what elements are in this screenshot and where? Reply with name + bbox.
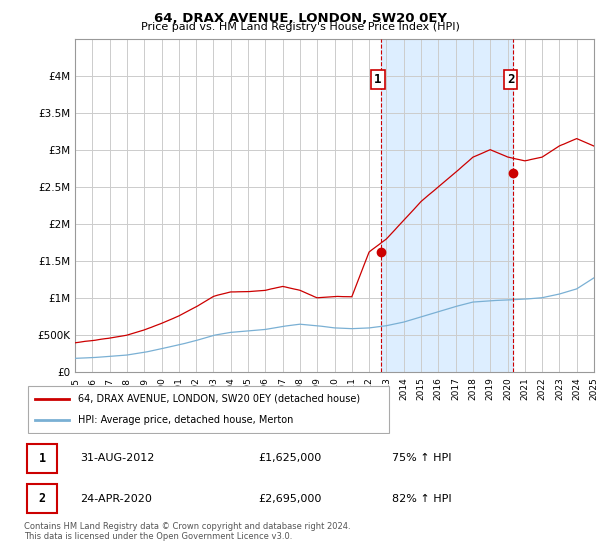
- Text: 75% ↑ HPI: 75% ↑ HPI: [392, 454, 452, 464]
- Bar: [380, 39, 513, 372]
- Text: 31-AUG-2012: 31-AUG-2012: [80, 454, 154, 464]
- Text: Price paid vs. HM Land Registry's House Price Index (HPI): Price paid vs. HM Land Registry's House …: [140, 22, 460, 32]
- FancyBboxPatch shape: [27, 484, 58, 514]
- Text: 1: 1: [374, 73, 382, 86]
- FancyBboxPatch shape: [27, 444, 58, 473]
- FancyBboxPatch shape: [28, 386, 389, 433]
- Text: 2: 2: [507, 73, 514, 86]
- Text: 24-APR-2020: 24-APR-2020: [80, 494, 152, 503]
- Text: 64, DRAX AVENUE, LONDON, SW20 0EY (detached house): 64, DRAX AVENUE, LONDON, SW20 0EY (detac…: [78, 394, 360, 404]
- Text: 82% ↑ HPI: 82% ↑ HPI: [392, 494, 452, 503]
- Text: Contains HM Land Registry data © Crown copyright and database right 2024.
This d: Contains HM Land Registry data © Crown c…: [24, 522, 350, 542]
- Text: 2: 2: [38, 492, 46, 505]
- Text: £2,695,000: £2,695,000: [259, 494, 322, 503]
- Text: 64, DRAX AVENUE, LONDON, SW20 0EY: 64, DRAX AVENUE, LONDON, SW20 0EY: [154, 12, 446, 25]
- Text: £1,625,000: £1,625,000: [259, 454, 322, 464]
- Text: 1: 1: [38, 452, 46, 465]
- Text: HPI: Average price, detached house, Merton: HPI: Average price, detached house, Mert…: [78, 415, 293, 425]
